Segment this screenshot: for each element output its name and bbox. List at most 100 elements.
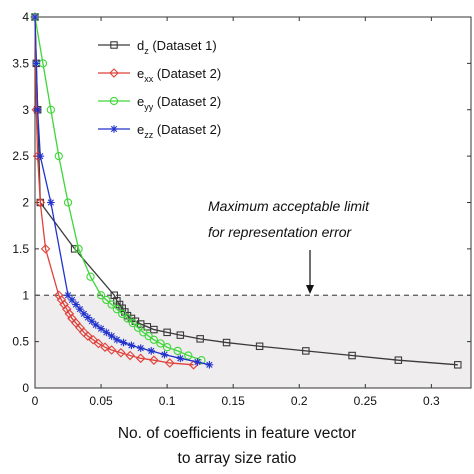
data-point-ezz <box>119 338 128 347</box>
data-point-dz <box>222 338 231 347</box>
data-point-eyy <box>184 351 193 360</box>
data-point-ezz <box>102 328 111 337</box>
data-point-dz <box>196 335 204 343</box>
y-tick-label: 2.5 <box>12 149 29 163</box>
legend-swatch-marker <box>110 41 118 49</box>
x-tick-label: 0.15 <box>222 394 246 408</box>
data-point-ezz <box>91 321 100 329</box>
x-tick-label: 0.25 <box>354 394 378 408</box>
data-point-dz <box>454 361 462 369</box>
x-axis-ticks: 0 0.05 0.1 0.15 0.2 0.25 0.3 <box>32 17 440 408</box>
data-point-dz <box>110 291 119 299</box>
data-point-exx <box>116 347 126 358</box>
legend-swatch-marker <box>109 68 119 78</box>
data-point-eyy <box>54 151 63 161</box>
x-tick-label: 0.2 <box>291 394 308 408</box>
x-axis-label-line-1: No. of coefficients in feature vector <box>117 425 357 442</box>
legend-item-eyy: eyy (Dataset 2) <box>98 94 221 112</box>
legend-item-exx: exx (Dataset 2) <box>98 66 221 84</box>
legend-label: ezz (Dataset 2) <box>137 122 221 140</box>
data-point-ezz <box>107 332 116 340</box>
data-point-ezz <box>136 344 145 352</box>
data-point-eyy <box>102 295 111 305</box>
data-point-exx <box>35 197 46 208</box>
data-point-exx <box>106 345 117 355</box>
legend-label: dz (Dataset 1) <box>137 38 217 56</box>
legend: dz (Dataset 1) exx (Dataset 2) eyy (Datase… <box>98 38 221 140</box>
y-tick-label: 4 <box>22 10 29 24</box>
data-point-eyy <box>118 309 127 318</box>
data-point-eyy <box>162 343 172 352</box>
data-point-ezz <box>113 335 121 344</box>
data-point-exx <box>88 334 98 345</box>
y-tick-label: 3.5 <box>12 56 29 70</box>
data-point-eyy <box>86 272 95 281</box>
data-point-exx <box>100 342 110 352</box>
y-tick-label: 0.5 <box>12 335 29 349</box>
data-point-ezz <box>33 105 42 114</box>
data-point-ezz <box>97 324 105 333</box>
data-point-dz <box>150 325 158 334</box>
data-point-dz <box>302 347 310 355</box>
series-eyy <box>30 12 206 365</box>
x-tick-label: 0.3 <box>423 394 440 408</box>
data-point-ezz <box>205 361 214 369</box>
annotation: Maximum acceptable limit for representat… <box>208 198 370 294</box>
data-point-eyy <box>74 244 83 254</box>
data-point-exx <box>149 355 159 365</box>
data-point-exx <box>40 244 51 254</box>
data-point-ezz <box>193 358 202 366</box>
data-point-dz <box>394 356 403 364</box>
data-point-eyy <box>123 314 132 323</box>
data-point-eyy <box>107 300 116 309</box>
data-point-dz <box>348 351 356 360</box>
annotation-arrow-head <box>306 285 314 294</box>
data-point-exx <box>93 338 104 349</box>
legend-label: eyy (Dataset 2) <box>137 94 221 112</box>
series-layer <box>30 12 462 370</box>
data-point-ezz <box>36 152 45 160</box>
data-point-exx <box>135 353 146 364</box>
series-line-eyy <box>34 16 202 361</box>
data-point-dz <box>163 328 171 337</box>
error-region-shading <box>35 295 471 388</box>
legend-label: exx (Dataset 2) <box>137 66 221 84</box>
data-point-eyy <box>149 335 159 344</box>
data-point-ezz <box>127 341 136 350</box>
y-tick-label: 0 <box>22 381 29 395</box>
data-point-ezz <box>64 291 72 300</box>
data-point-exx <box>83 331 93 341</box>
y-tick-label: 2 <box>22 196 29 210</box>
series-line-exx <box>34 16 194 366</box>
data-point-eyy <box>46 105 56 114</box>
data-point-eyy <box>173 346 182 356</box>
data-point-eyy <box>128 318 137 328</box>
legend-item-ezz: ezz (Dataset 2) <box>98 122 221 140</box>
data-point-ezz <box>176 354 185 363</box>
data-point-ezz <box>31 13 39 21</box>
data-point-exx <box>125 350 135 361</box>
data-point-eyy <box>156 339 165 348</box>
x-tick-label: 0.05 <box>89 394 113 408</box>
series-ezz <box>31 13 214 369</box>
data-point-dz <box>255 342 264 351</box>
data-point-exx <box>164 358 175 368</box>
data-point-eyy <box>112 305 122 314</box>
legend-item-dz: dz (Dataset 1) <box>98 38 217 56</box>
legend-swatch-marker <box>110 125 118 133</box>
y-tick-label: 1 <box>22 288 29 302</box>
data-point-dz <box>70 245 79 253</box>
data-point-ezz <box>68 296 76 304</box>
data-point-ezz <box>84 313 92 322</box>
data-point-ezz <box>47 198 55 207</box>
data-point-ezz <box>32 59 41 68</box>
legend-swatch-marker <box>109 96 119 106</box>
annotation-line-2: for representation error <box>208 224 353 240</box>
x-axis-label-line-2: to array size ratio <box>177 450 297 467</box>
data-point-ezz <box>147 347 156 355</box>
data-point-eyy <box>63 198 73 207</box>
y-tick-label: 1.5 <box>12 242 29 256</box>
y-tick-label: 3 <box>22 103 29 117</box>
x-tick-label: 0.1 <box>159 394 176 408</box>
